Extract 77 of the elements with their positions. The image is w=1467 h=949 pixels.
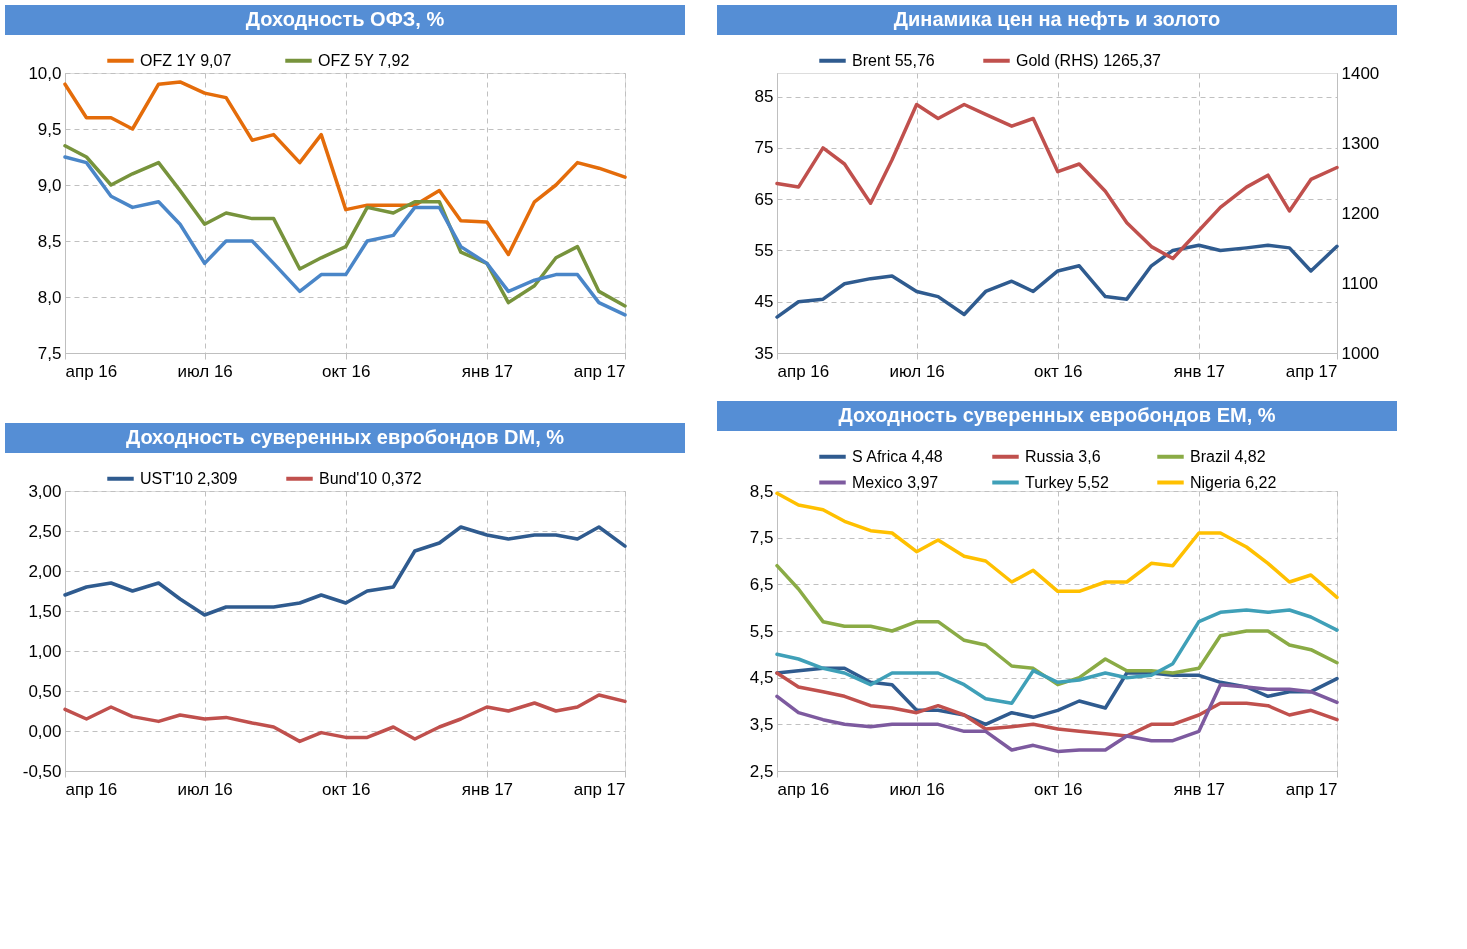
- y-tick-label: 9,5: [37, 119, 62, 139]
- y-tick-label: 1,00: [28, 641, 62, 661]
- y-tick-label: 55: [754, 240, 774, 260]
- legend-label: OFZ 5Y 7,92: [318, 51, 410, 69]
- y-tick-label: 7,5: [749, 528, 774, 548]
- chart-title: Доходность суверенных евробондов DM, %: [125, 426, 565, 448]
- y-tick-label: 85: [754, 87, 774, 107]
- line-series: [775, 243, 1339, 319]
- line-series: [63, 693, 627, 744]
- y-tick-label: -0,50: [22, 761, 62, 781]
- legend-label: UST'10 2,309: [140, 469, 238, 487]
- x-tick-label: июл 16: [177, 779, 233, 799]
- x-tick-label: янв 17: [1173, 779, 1226, 799]
- y2-tick-label: 1000: [1341, 343, 1380, 363]
- x-tick-label: июл 16: [889, 361, 945, 381]
- legend-label: Bund'10 0,372: [319, 469, 422, 487]
- legend-label: Turkey 5,52: [1025, 473, 1109, 491]
- y-tick-label: 8,5: [749, 481, 774, 501]
- legend-label: Gold (RHS) 1265,37: [1016, 51, 1162, 69]
- y2-tick-label: 1300: [1341, 133, 1380, 153]
- x-tick-label: апр 17: [1285, 361, 1338, 381]
- y-tick-label: 8,5: [37, 231, 62, 251]
- y-tick-label: 1,50: [28, 601, 62, 621]
- y-tick-label: 10,0: [28, 63, 62, 83]
- y-tick-label: 75: [754, 138, 774, 158]
- legend-label: Russia 3,6: [1025, 447, 1101, 465]
- x-tick-label: янв 17: [461, 361, 514, 381]
- x-tick-label: июл 16: [889, 779, 945, 799]
- y-tick-label: 3,00: [28, 481, 62, 501]
- legend-label: Nigeria 6,22: [1190, 473, 1277, 491]
- x-tick-label: апр 16: [777, 361, 830, 381]
- x-tick-label: янв 17: [461, 779, 514, 799]
- x-tick-label: апр 17: [573, 779, 626, 799]
- x-tick-label: окт 16: [322, 779, 371, 799]
- line-series: [775, 671, 1339, 738]
- y-tick-label: 4,5: [749, 668, 774, 688]
- line-series: [775, 608, 1339, 706]
- y2-tick-label: 1400: [1341, 63, 1380, 83]
- y-tick-label: 2,5: [749, 761, 774, 781]
- chart-title: Доходность ОФЗ, %: [245, 8, 445, 30]
- line-series: [63, 80, 627, 257]
- x-tick-label: апр 17: [573, 361, 626, 381]
- x-tick-label: апр 16: [65, 779, 118, 799]
- line-series: [775, 563, 1339, 687]
- y-tick-label: 6,5: [749, 574, 774, 594]
- y2-tick-label: 1100: [1341, 273, 1379, 293]
- legend-label: Brent 55,76: [852, 51, 935, 69]
- y-tick-label: 2,00: [28, 561, 62, 581]
- y-tick-label: 7,5: [37, 343, 62, 363]
- x-tick-label: апр 16: [777, 779, 830, 799]
- x-tick-label: апр 16: [65, 361, 118, 381]
- legend-label: Mexico 3,97: [852, 473, 939, 491]
- y-tick-label: 9,0: [37, 175, 62, 195]
- chart-title: Доходность суверенных евробондов EM, %: [838, 404, 1276, 426]
- line-series: [775, 682, 1339, 754]
- y-tick-label: 65: [754, 189, 774, 209]
- y-tick-label: 35: [754, 343, 774, 363]
- y-tick-label: 45: [754, 292, 774, 312]
- x-tick-label: янв 17: [1173, 361, 1226, 381]
- legend-label: Brazil 4,82: [1190, 447, 1266, 465]
- line-series: [63, 525, 627, 617]
- y-tick-label: 3,5: [749, 714, 774, 734]
- y-tick-label: 8,0: [37, 287, 62, 307]
- chart-title: Динамика цен на нефть и золото: [893, 8, 1221, 30]
- x-tick-label: апр 17: [1285, 779, 1338, 799]
- y-tick-label: 0,00: [28, 721, 62, 741]
- y-tick-label: 2,50: [28, 521, 62, 541]
- line-series: [775, 102, 1339, 261]
- x-tick-label: июл 16: [177, 361, 233, 381]
- y-tick-label: 5,5: [749, 621, 774, 641]
- x-tick-label: окт 16: [1034, 779, 1083, 799]
- y2-tick-label: 1200: [1341, 203, 1380, 223]
- x-tick-label: окт 16: [1034, 361, 1083, 381]
- x-tick-label: окт 16: [322, 361, 371, 381]
- legend-label: S Africa 4,48: [852, 447, 943, 465]
- legend-label: OFZ 1Y 9,07: [140, 51, 232, 69]
- y-tick-label: 0,50: [28, 681, 62, 701]
